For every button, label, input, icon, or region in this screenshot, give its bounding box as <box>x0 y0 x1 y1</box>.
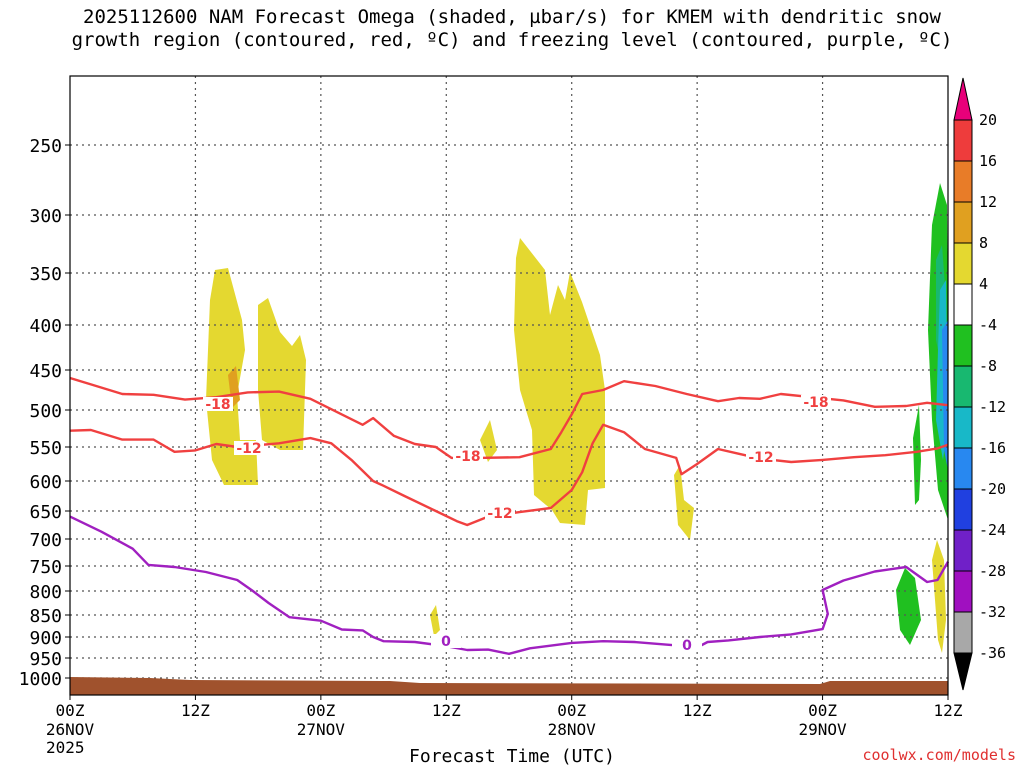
colorbar-swatch-1 <box>953 119 973 162</box>
omega-shading-1 <box>258 298 306 450</box>
contour-label-2: -18 <box>455 449 480 465</box>
omega-shading-6 <box>430 605 440 636</box>
chart-title: 2025112600 NAM Forecast Omega (shaded, µ… <box>0 6 1024 52</box>
colorbar-swatch-12 <box>953 570 973 613</box>
plot-frame <box>69 75 949 696</box>
contour-label-0: -18 <box>205 397 230 413</box>
contour-label-bg-6 <box>431 634 461 648</box>
colorbar-swatch-13 <box>953 611 973 654</box>
y-tick-label-1000: 1000 <box>19 669 62 690</box>
y-tick-label-600: 600 <box>29 472 62 493</box>
contour-label-6: 0 <box>441 634 451 650</box>
contour-line-0 <box>69 376 949 460</box>
y-tick-label-500: 500 <box>29 401 62 422</box>
colorbar-swatch-8 <box>953 406 973 449</box>
colorbar-label-6: -8 <box>979 357 997 375</box>
x-tick-label-3: 12Z <box>432 701 461 720</box>
colorbar-label-11: -28 <box>979 562 1006 580</box>
y-tick-label-750: 750 <box>29 557 62 578</box>
colorbar-swatch-2 <box>953 160 973 203</box>
contour-label-3: -12 <box>487 506 512 522</box>
colorbar-label-1: 16 <box>979 152 997 170</box>
y-tick-label-850: 850 <box>29 606 62 627</box>
x-tick-label-4: 00Z <box>557 701 586 720</box>
colorbar-swatch-11 <box>953 529 973 572</box>
y-tick-label-950: 950 <box>29 649 62 670</box>
x-tick-label-5: 12Z <box>683 701 712 720</box>
contour-label-bg-7 <box>672 638 702 652</box>
omega-shading-4 <box>480 420 497 462</box>
colorbar-label-13: -36 <box>979 644 1006 662</box>
colorbar-label-10: -24 <box>979 521 1006 539</box>
x-date-label-2: 27NOV <box>297 720 346 739</box>
colorbar-swatch-4 <box>953 242 973 285</box>
y-tick-label-800: 800 <box>29 582 62 603</box>
x-tick-label-1: 12Z <box>181 701 210 720</box>
x-date-label-0: 26NOV <box>46 720 95 739</box>
terrain-band <box>70 677 948 695</box>
colorbar-swatch-7 <box>953 365 973 408</box>
contour-label-bg-3 <box>485 506 515 520</box>
colorbar-label-4: 4 <box>979 275 988 293</box>
omega-shading-12 <box>896 568 921 645</box>
colorbar-swatch-9 <box>953 447 973 490</box>
colorbar-swatch-3 <box>953 201 973 244</box>
y-tick-label-400: 400 <box>29 316 62 337</box>
colorbar-swatch-6 <box>953 324 973 367</box>
colorbar-label-3: 8 <box>979 234 988 252</box>
contour-label-bg-4 <box>746 450 776 464</box>
y-tick-label-450: 450 <box>29 361 62 382</box>
chart-title-line1: 2025112600 NAM Forecast Omega (shaded, µ… <box>83 6 941 28</box>
contour-label-7: 0 <box>682 638 692 654</box>
omega-shading-11 <box>913 405 921 505</box>
omega-shading-5 <box>674 465 694 540</box>
colorbar-swatch-5 <box>953 283 973 326</box>
colorbar-label-9: -20 <box>979 480 1006 498</box>
colorbar-label-7: -12 <box>979 398 1006 416</box>
colorbar-top-arrow <box>953 77 973 121</box>
x-tick-label-0: 00Z <box>56 701 85 720</box>
colorbar-label-2: 12 <box>979 193 997 211</box>
y-tick-label-250: 250 <box>29 136 62 157</box>
watermark: coolwx.com/models <box>862 746 1016 764</box>
contour-label-bg-2 <box>453 449 483 463</box>
contour-label-5: -18 <box>803 395 828 411</box>
x-tick-label-6: 00Z <box>808 701 837 720</box>
chart-title-line2: growth region (contoured, red, ºC) and f… <box>71 29 953 51</box>
y-tick-label-350: 350 <box>29 264 62 285</box>
colorbar-bottom-arrow <box>953 652 973 691</box>
contour-label-bg-0 <box>203 397 233 411</box>
omega-shading-13 <box>932 540 946 653</box>
y-tick-label-900: 900 <box>29 628 62 649</box>
contour-label-bg-5 <box>801 395 831 409</box>
x-tick-label-7: 12Z <box>934 701 963 720</box>
y-tick-label-650: 650 <box>29 502 62 523</box>
contour-label-bg-1 <box>234 441 264 455</box>
y-tick-label-550: 550 <box>29 438 62 459</box>
colorbar-label-12: -32 <box>979 603 1006 621</box>
x-date-label-4: 28NOV <box>548 720 597 739</box>
x-axis-title: Forecast Time (UTC) <box>409 746 615 767</box>
colorbar-label-8: -16 <box>979 439 1006 457</box>
contour-line-2 <box>69 515 950 655</box>
omega-shading-10 <box>942 320 948 470</box>
x-date-label-6: 29NOV <box>798 720 847 739</box>
year-label: 2025 <box>46 738 85 757</box>
x-tick-label-2: 00Z <box>306 701 335 720</box>
colorbar-swatch-10 <box>953 488 973 531</box>
colorbar-label-0: 20 <box>979 111 997 129</box>
contour-label-1: -12 <box>236 441 261 457</box>
contour-label-4: -12 <box>748 450 773 466</box>
colorbar-label-5: -4 <box>979 316 997 334</box>
y-tick-label-700: 700 <box>29 530 62 551</box>
y-tick-label-300: 300 <box>29 206 62 227</box>
omega-shading-3 <box>514 238 605 525</box>
